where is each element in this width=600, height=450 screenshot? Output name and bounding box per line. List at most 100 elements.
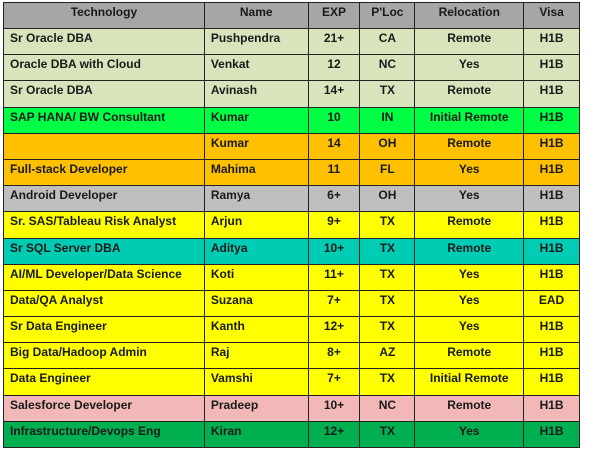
cell-technology: Android Developer (3, 185, 205, 213)
cell-visa: H1B (523, 54, 580, 82)
cell-ploc: NC (359, 54, 416, 82)
header-visa: Visa (523, 2, 580, 29)
cell-visa: H1B (523, 185, 580, 213)
cell-relocation: Yes (414, 420, 525, 449)
cell-ploc: TX (359, 289, 416, 318)
cell-exp: 11+ (307, 263, 361, 291)
cell-exp: 14+ (307, 80, 361, 108)
cell-name: Kumar (203, 132, 309, 160)
table-row: Android Developer Ramya 6+ OH Yes H1B (3, 185, 580, 213)
table-row: Infrastructure/Devops Eng Kiran 12+ TX Yes H1… (3, 420, 580, 449)
cell-relocation: Yes (414, 185, 525, 213)
cell-exp: 6+ (307, 185, 361, 213)
cell-technology: Infrastructure/Devops Eng (3, 420, 205, 449)
header-relocation: Relocation (414, 2, 525, 29)
cell-name: Kumar (203, 106, 309, 134)
table-row: Sr Data Engineer Kanth 12+ TX Yes H1B (3, 316, 580, 344)
candidates-table: Technology Name EXP P'Loc Relocation Vis… (3, 2, 580, 449)
cell-name: Koti (203, 263, 309, 291)
cell-name: Mahima (203, 158, 309, 187)
cell-name: Aditya (203, 237, 309, 265)
table-row: Sr Oracle DBA Avinash 14+ TX Remote H1B (3, 80, 580, 108)
cell-exp: 10+ (307, 237, 361, 265)
cell-relocation: Remote (414, 80, 525, 108)
table-row: Big Data/Hadoop Admin Raj 8+ AZ Remote H1B (3, 342, 580, 370)
cell-visa: H1B (523, 158, 580, 187)
cell-technology: Sr Oracle DBA (3, 80, 205, 108)
cell-technology: Sr SQL Server DBA (3, 237, 205, 265)
cell-name: Avinash (203, 80, 309, 108)
cell-exp: 12+ (307, 420, 361, 449)
cell-technology: SAP HANA/ BW Consultant (3, 106, 205, 134)
cell-ploc: OH (359, 185, 416, 213)
cell-name: Kiran (203, 420, 309, 449)
table-row: AI/ML Developer/Data Science Koti 11+ TX Yes… (3, 263, 580, 291)
cell-ploc: TX (359, 263, 416, 291)
cell-exp: 11 (307, 158, 361, 187)
table-row: Sr Oracle DBA Pushpendra 21+ CA Remote H1B (3, 27, 580, 56)
cell-name: Pushpendra (203, 27, 309, 56)
cell-name: Suzana (203, 289, 309, 318)
cell-technology: Salesforce Developer (3, 394, 205, 422)
cell-technology (3, 132, 205, 160)
cell-ploc: CA (359, 27, 416, 56)
cell-relocation: Remote (414, 237, 525, 265)
cell-technology: AI/ML Developer/Data Science (3, 263, 205, 291)
cell-visa: H1B (523, 106, 580, 134)
table-row: Kumar 14 OH Remote H1B (3, 132, 580, 160)
cell-exp: 10 (307, 106, 361, 134)
cell-relocation: Yes (414, 263, 525, 291)
cell-exp: 21+ (307, 27, 361, 56)
table-row: Salesforce Developer Pradeep 10+ NC Remote H1… (3, 394, 580, 422)
cell-name: Ramya (203, 185, 309, 213)
table-row: Data/QA Analyst Suzana 7+ TX Yes EAD (3, 289, 580, 318)
cell-technology: Data/QA Analyst (3, 289, 205, 318)
cell-visa: H1B (523, 420, 580, 449)
cell-visa: H1B (523, 263, 580, 291)
cell-relocation: Remote (414, 211, 525, 239)
cell-ploc: TX (359, 80, 416, 108)
cell-relocation: Yes (414, 289, 525, 318)
cell-visa: H1B (523, 132, 580, 160)
cell-exp: 10+ (307, 394, 361, 422)
cell-technology: Big Data/Hadoop Admin (3, 342, 205, 370)
cell-ploc: TX (359, 368, 416, 396)
cell-ploc: TX (359, 420, 416, 449)
table-row: Oracle DBA with Cloud Venkat 12 NC Yes H1B (3, 54, 580, 82)
table-row: Full-stack Developer Mahima 11 FL Yes H1B (3, 158, 580, 187)
cell-ploc: AZ (359, 342, 416, 370)
cell-technology: Sr Oracle DBA (3, 27, 205, 56)
cell-exp: 7+ (307, 289, 361, 318)
cell-visa: H1B (523, 27, 580, 56)
cell-visa: H1B (523, 394, 580, 422)
cell-ploc: TX (359, 237, 416, 265)
cell-ploc: TX (359, 211, 416, 239)
cell-relocation: Remote (414, 342, 525, 370)
cell-technology: Data Engineer (3, 368, 205, 396)
cell-technology: Sr. SAS/Tableau Risk Analyst (3, 211, 205, 239)
cell-ploc: FL (359, 158, 416, 187)
cell-ploc: NC (359, 394, 416, 422)
cell-visa: H1B (523, 368, 580, 396)
cell-exp: 8+ (307, 342, 361, 370)
cell-visa: H1B (523, 211, 580, 239)
cell-visa: H1B (523, 316, 580, 344)
cell-relocation: Yes (414, 158, 525, 187)
cell-technology: Sr Data Engineer (3, 316, 205, 344)
cell-exp: 12+ (307, 316, 361, 344)
cell-ploc: TX (359, 316, 416, 344)
header-exp: EXP (307, 2, 361, 29)
cell-exp: 9+ (307, 211, 361, 239)
cell-ploc: OH (359, 132, 416, 160)
cell-relocation: Initial Remote (414, 106, 525, 134)
cell-name: Arjun (203, 211, 309, 239)
header-name: Name (203, 2, 309, 29)
cell-relocation: Remote (414, 394, 525, 422)
cell-visa: H1B (523, 237, 580, 265)
cell-relocation: Initial Remote (414, 368, 525, 396)
cell-technology: Oracle DBA with Cloud (3, 54, 205, 82)
cell-visa: EAD (523, 289, 580, 318)
cell-name: Raj (203, 342, 309, 370)
cell-visa: H1B (523, 80, 580, 108)
header-row: Technology Name EXP P'Loc Relocation Vis… (3, 2, 580, 29)
